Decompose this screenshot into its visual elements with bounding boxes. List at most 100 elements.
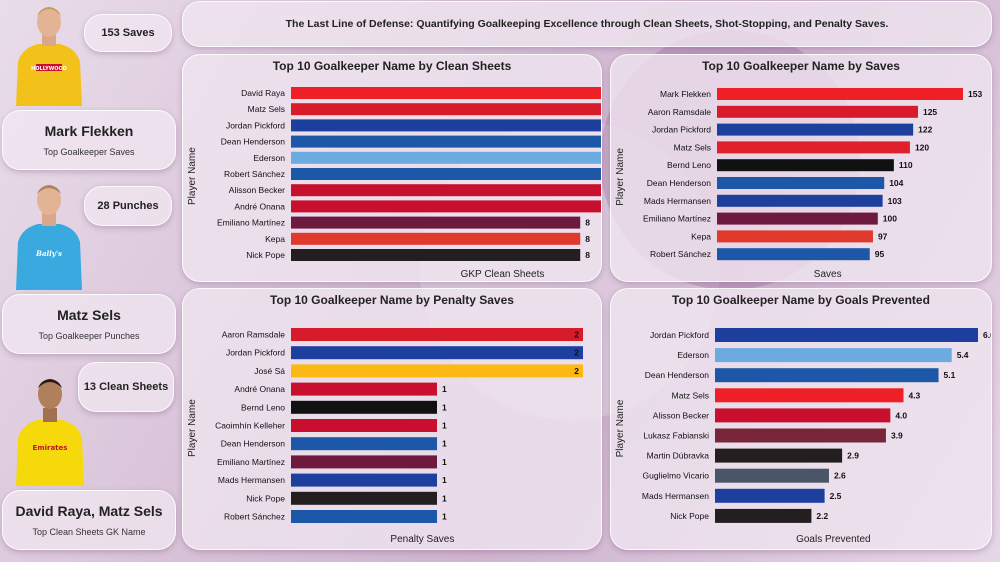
bar bbox=[291, 419, 437, 432]
category-label: Kepa bbox=[265, 234, 285, 244]
category-label: Alisson Becker bbox=[653, 410, 709, 420]
kpi-name: David Raya, Matz Sels bbox=[15, 503, 163, 519]
data-label: 1 bbox=[442, 457, 447, 467]
kpi-badge-text: 153 Saves bbox=[101, 27, 155, 39]
chart-plot: Player Name Mark Flekken 153 Aaron Ramsdale… bbox=[615, 88, 982, 280]
data-label: 122 bbox=[918, 125, 932, 135]
category-label: David Raya bbox=[241, 88, 285, 98]
data-label: 153 bbox=[968, 89, 982, 99]
bar bbox=[291, 119, 601, 132]
bar bbox=[291, 232, 581, 245]
bar bbox=[717, 194, 883, 207]
kpi-name: Matz Sels bbox=[57, 307, 121, 323]
kpi-caption: Top Goalkeeper Saves bbox=[43, 147, 135, 157]
category-label: André Onana bbox=[234, 384, 285, 394]
bar bbox=[291, 249, 581, 261]
category-label: Matz Sels bbox=[248, 104, 285, 114]
goalkeeper-avatar-icon: Emirates bbox=[16, 379, 84, 486]
bar bbox=[715, 328, 978, 342]
data-label: 6.0 bbox=[983, 330, 991, 340]
bar bbox=[291, 328, 583, 341]
chart-goals-prevented: Top 10 Goalkeeper Name by Goals Prevente… bbox=[610, 288, 992, 550]
player-photo-2: Bally's bbox=[8, 174, 90, 290]
kpi-badge-text: 13 Clean Sheets bbox=[83, 381, 169, 393]
bar bbox=[717, 88, 963, 100]
bar bbox=[717, 159, 894, 172]
bar bbox=[291, 200, 601, 213]
bar bbox=[291, 400, 437, 414]
category-label: Aaron Ramsdale bbox=[222, 330, 286, 340]
bar bbox=[715, 508, 812, 523]
bar bbox=[715, 488, 825, 503]
category-label: Caoimhín Kelleher bbox=[215, 421, 285, 431]
goalkeeper-avatar-icon: Bally's bbox=[16, 185, 82, 290]
bar bbox=[291, 216, 581, 229]
bar bbox=[291, 382, 437, 396]
data-label: 2 bbox=[574, 348, 579, 358]
category-label: Mark Flekken bbox=[660, 89, 711, 99]
category-label: Matz Sels bbox=[674, 142, 711, 152]
bar bbox=[717, 248, 870, 261]
category-label: Nick Pope bbox=[670, 511, 709, 521]
svg-text:Emirates: Emirates bbox=[33, 444, 68, 452]
svg-text:HOLLYWOOD: HOLLYWOOD bbox=[31, 66, 67, 72]
bar bbox=[715, 388, 904, 403]
chart-title: Top 10 Goalkeeper Name by Clean Sheets bbox=[272, 59, 512, 73]
data-label: 2.9 bbox=[847, 451, 859, 461]
data-label: 110 bbox=[899, 160, 913, 170]
bar bbox=[717, 177, 885, 189]
data-label: 1 bbox=[442, 402, 447, 412]
data-label: 8 bbox=[585, 218, 590, 228]
category-label: Guglielmo Vicario bbox=[643, 471, 710, 481]
data-label: 100 bbox=[883, 214, 897, 224]
bar bbox=[715, 348, 952, 363]
category-label: Matz Sels bbox=[672, 390, 709, 400]
y-axis-title: Player Name bbox=[187, 399, 198, 457]
chart-saves: Top 10 Goalkeeper Name by Saves Player N… bbox=[610, 54, 992, 282]
data-label: 8 bbox=[585, 234, 590, 244]
bar bbox=[291, 168, 601, 180]
bar bbox=[717, 212, 878, 225]
kpi-name: Mark Flekken bbox=[44, 123, 134, 139]
bar bbox=[291, 346, 583, 360]
data-label: 1 bbox=[442, 384, 447, 394]
category-label: Mads Hermansen bbox=[644, 196, 711, 206]
kpi-badge-punches: 28 Punches bbox=[84, 186, 172, 226]
category-label: Robert Sánchez bbox=[650, 249, 711, 259]
data-label: 2.2 bbox=[816, 511, 828, 521]
category-label: Robert Sánchez bbox=[224, 512, 285, 522]
bar bbox=[715, 468, 829, 483]
category-label: Bernd Leno bbox=[667, 160, 711, 170]
data-label: 1 bbox=[442, 421, 447, 431]
bar bbox=[715, 428, 886, 443]
category-label: Kepa bbox=[691, 231, 711, 241]
page-title-card: The Last Line of Defense: Quantifying Go… bbox=[182, 1, 992, 47]
chart-title: Top 10 Goalkeeper Name by Goals Prevente… bbox=[672, 293, 930, 307]
category-label: Jordan Pickford bbox=[226, 120, 285, 130]
bar bbox=[291, 491, 437, 505]
bar bbox=[291, 135, 601, 148]
data-label: 97 bbox=[878, 231, 888, 241]
category-label: Mads Hermansen bbox=[218, 475, 285, 485]
goalkeeper-avatar-icon: HOLLYWOOD bbox=[16, 7, 82, 106]
player-photo-1: HOLLYWOOD bbox=[8, 2, 90, 106]
bar bbox=[717, 230, 873, 243]
bar bbox=[715, 448, 843, 463]
category-label: Jordan Pickford bbox=[226, 348, 285, 358]
category-label: Emiliano Martínez bbox=[217, 218, 285, 228]
data-label: 1 bbox=[442, 512, 447, 522]
chart-title: Top 10 Goalkeeper Name by Penalty Saves bbox=[270, 293, 514, 307]
x-axis-title: Saves bbox=[814, 269, 842, 280]
x-axis-title: Goals Prevented bbox=[796, 534, 871, 545]
data-label: 2 bbox=[574, 330, 579, 340]
category-label: Emiliano Martínez bbox=[217, 457, 285, 467]
chart-clean-sheets: Top 10 Goalkeeper Name by Clean Sheets P… bbox=[182, 54, 602, 282]
category-label: Mads Hermansen bbox=[642, 491, 709, 501]
data-label: 4.0 bbox=[895, 410, 907, 420]
category-label: Dean Henderson bbox=[647, 178, 712, 188]
data-label: 1 bbox=[442, 439, 447, 449]
bar bbox=[291, 87, 601, 99]
bar bbox=[291, 184, 601, 197]
kpi-caption: Top Goalkeeper Punches bbox=[38, 331, 140, 341]
kpi-card-top-saves: Mark Flekken Top Goalkeeper Saves bbox=[2, 110, 176, 170]
